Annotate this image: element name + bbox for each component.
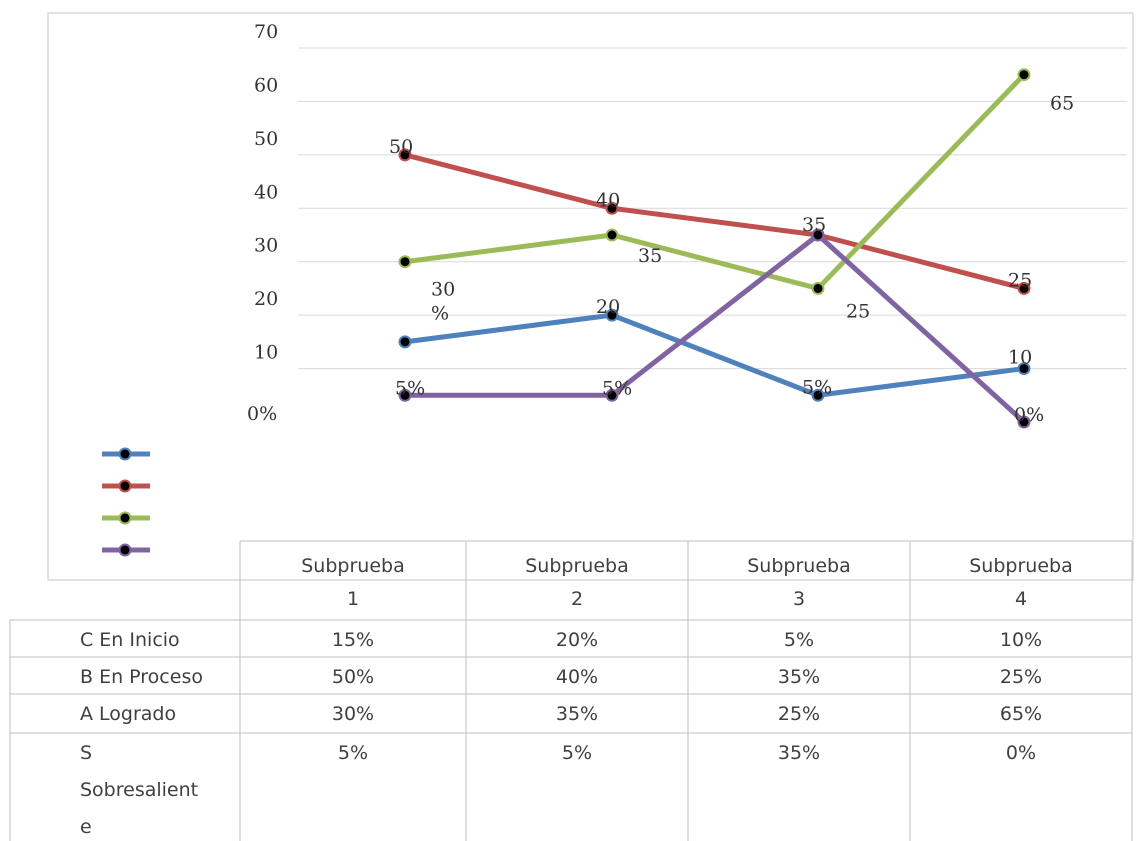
- table-header: Subprueba: [747, 555, 850, 577]
- table-header: 4: [1015, 588, 1027, 610]
- data-point: [605, 201, 619, 215]
- y-tick-label: 50: [254, 128, 278, 150]
- table-cell: 5%: [562, 742, 592, 764]
- data-label: 50: [389, 136, 413, 158]
- table-cell: 35%: [556, 703, 598, 725]
- series-name: A Logrado: [80, 703, 176, 725]
- y-tick-label: 40: [254, 181, 278, 203]
- data-point: [1017, 68, 1031, 82]
- table-cell: 20%: [556, 629, 598, 651]
- data-point: [605, 228, 619, 242]
- series-points: [398, 68, 1031, 429]
- data-label: 5%: [602, 377, 632, 399]
- table-cell: 65%: [1000, 703, 1042, 725]
- data-point: [1017, 362, 1031, 376]
- data-point: [398, 388, 412, 402]
- table-cell: 35%: [778, 666, 820, 688]
- data-label: 5%: [395, 377, 425, 399]
- table-cell: 0%: [1006, 742, 1036, 764]
- y-tick-label: 20: [254, 288, 278, 310]
- table-cell: 25%: [1000, 666, 1042, 688]
- data-label: 5%: [802, 376, 832, 398]
- y-tick-label: 0%: [247, 403, 277, 425]
- series-line: [402, 232, 1027, 425]
- y-tick-label: 60: [254, 74, 278, 96]
- table-header: Subprueba: [969, 555, 1072, 577]
- data-point: [398, 148, 412, 162]
- data-point: [398, 255, 412, 269]
- y-tick-label: 10: [254, 342, 278, 364]
- data-label: 10: [1008, 347, 1032, 369]
- series-name: C En Inicio: [80, 629, 180, 651]
- table-header: 1: [347, 588, 359, 610]
- legend-key-marker: [118, 543, 132, 557]
- table-cell: 25%: [778, 703, 820, 725]
- table-cell: 5%: [338, 742, 368, 764]
- table-cell: 10%: [1000, 629, 1042, 651]
- series-name: Sobresalient: [80, 779, 198, 801]
- y-axis: 0% 10 20 30 40 50 60 70: [247, 21, 278, 425]
- data-labels: 20 5% 10 50 40 35 25 30% 35 25 65 5% 5% 0%: [389, 93, 1074, 426]
- table-header: Subprueba: [525, 555, 628, 577]
- data-table: Subprueba 1 Subprueba 2 Subprueba 3 Subprueba 4…: [9, 447, 1133, 841]
- series-line: [402, 152, 1027, 291]
- data-label: 20: [596, 296, 620, 318]
- legend-key-marker: [118, 479, 132, 493]
- series-line: [402, 72, 1027, 291]
- data-label: 35: [638, 245, 662, 267]
- table-cell: 50%: [332, 666, 374, 688]
- table-header: 2: [571, 588, 583, 610]
- series-lines: [402, 72, 1027, 425]
- series-name: B En Proceso: [80, 666, 203, 688]
- data-label: 35: [802, 214, 826, 236]
- data-label: 25: [846, 300, 870, 322]
- data-point: [811, 388, 825, 402]
- data-label: 65: [1050, 93, 1074, 115]
- table-cell: 5%: [784, 629, 814, 651]
- data-point: [605, 308, 619, 322]
- data-label: 40: [596, 189, 620, 211]
- table-header: 3: [793, 588, 805, 610]
- series-name: S: [80, 742, 92, 764]
- data-label: 25: [1008, 269, 1032, 291]
- table-header: Subprueba: [301, 555, 404, 577]
- data-label: %: [431, 303, 449, 325]
- chart-border: [47, 12, 1134, 581]
- table-cell: 15%: [332, 629, 374, 651]
- legend-key-marker: [118, 447, 132, 461]
- series-name: e: [80, 816, 92, 838]
- table-cell: 30%: [332, 703, 374, 725]
- data-point: [1017, 415, 1031, 429]
- table-cell: 40%: [556, 666, 598, 688]
- data-point: [811, 281, 825, 295]
- table-cell: 35%: [778, 742, 820, 764]
- y-tick-label: 30: [254, 235, 278, 257]
- data-point: [398, 335, 412, 349]
- data-label: 0%: [1014, 404, 1044, 426]
- legend-key-marker: [118, 511, 132, 525]
- data-point: [605, 388, 619, 402]
- data-point: [1017, 281, 1031, 295]
- y-tick-label: 70: [254, 21, 278, 43]
- series-line: [402, 312, 1027, 398]
- data-label: 30: [431, 279, 455, 301]
- data-point: [811, 228, 825, 242]
